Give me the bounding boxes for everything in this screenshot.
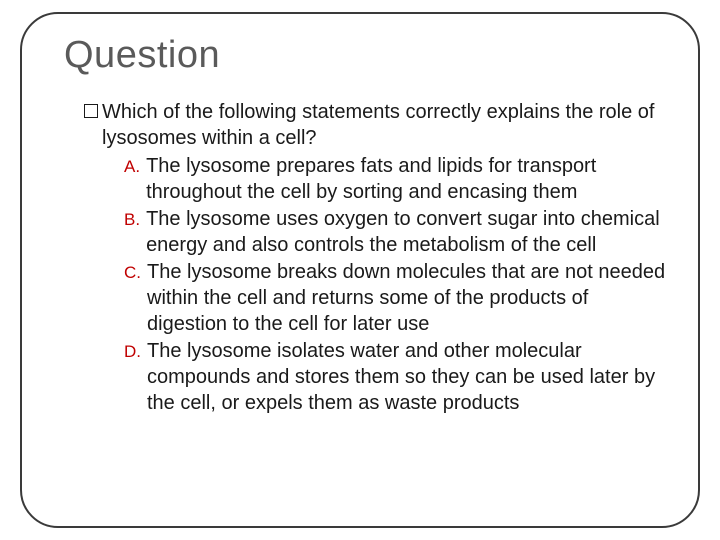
- option-letter: A.: [124, 153, 140, 180]
- option-text: The lysosome breaks down molecules that …: [147, 259, 668, 337]
- slide-frame: Question Which of the following statemen…: [20, 12, 700, 528]
- option-d: D. The lysosome isolates water and other…: [124, 338, 668, 416]
- question-stem-row: Which of the following statements correc…: [84, 99, 668, 151]
- option-text: The lysosome prepares fats and lipids fo…: [146, 153, 668, 205]
- option-text: The lysosome uses oxygen to convert suga…: [146, 206, 668, 258]
- square-bullet-icon: [84, 104, 98, 118]
- option-b: B. The lysosome uses oxygen to convert s…: [124, 206, 668, 258]
- option-a: A. The lysosome prepares fats and lipids…: [124, 153, 668, 205]
- option-letter: C.: [124, 259, 141, 286]
- question-block: Which of the following statements correc…: [64, 99, 668, 416]
- option-c: C. The lysosome breaks down molecules th…: [124, 259, 668, 337]
- option-letter: D.: [124, 338, 141, 365]
- question-stem-text: Which of the following statements correc…: [102, 99, 668, 151]
- slide-title: Question: [64, 34, 668, 77]
- option-letter: B.: [124, 206, 140, 233]
- option-text: The lysosome isolates water and other mo…: [147, 338, 668, 416]
- options-list: A. The lysosome prepares fats and lipids…: [84, 153, 668, 416]
